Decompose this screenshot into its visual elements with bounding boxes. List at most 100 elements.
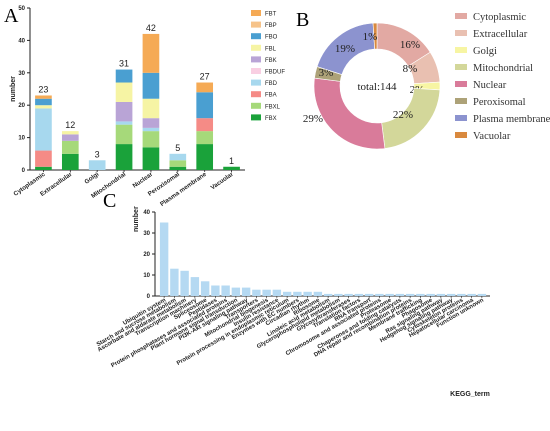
- bar-segment-fbl: [61, 131, 79, 135]
- legend-label: FBL: [265, 46, 277, 52]
- panel-b-letter: B: [296, 9, 309, 31]
- kegg-bar: [416, 293, 425, 296]
- pie-legend-swatch: [455, 98, 467, 104]
- bar-segment-fbd: [88, 160, 106, 170]
- kegg-bar: [303, 291, 312, 296]
- legend-swatch: [251, 21, 261, 28]
- bar-segment-fba: [196, 118, 214, 132]
- bar-segment-fbd: [169, 153, 187, 161]
- slice-percent-label: 8%: [403, 63, 418, 75]
- legend-swatch: [251, 91, 261, 98]
- kegg-bar: [375, 293, 384, 296]
- legend-swatch: [251, 114, 261, 121]
- pie-legend-label: Peroxisomal: [473, 97, 526, 108]
- y-tick-label: 20: [143, 252, 150, 258]
- bar-segment-fbxl: [61, 140, 79, 154]
- legend-label: FBK: [265, 58, 277, 64]
- bar-total-label: 27: [200, 72, 210, 82]
- bar-segment-fbx: [142, 147, 160, 170]
- kegg-bar: [180, 270, 189, 296]
- pie-legend-swatch: [455, 64, 467, 70]
- kegg-bar: [313, 291, 323, 296]
- slice-percent-label: 22%: [393, 109, 413, 121]
- pie-legend-label: Cytoplasmic: [473, 12, 526, 23]
- x-category-label: Golgi: [83, 171, 100, 186]
- legend-label: FBD: [265, 81, 278, 87]
- y-axis-title: number: [10, 76, 17, 102]
- legend-swatch: [251, 44, 261, 51]
- donut-center-label: total:144: [357, 81, 397, 93]
- pie-legend-label: Vacuolar: [473, 131, 511, 142]
- bar-total-label: 42: [146, 23, 156, 33]
- kegg-bar: [323, 293, 333, 296]
- legend-swatch: [251, 102, 261, 109]
- legend-swatch: [251, 33, 261, 40]
- bar-segment-fbxl: [115, 124, 133, 145]
- pie-legend-label: Golgi: [473, 46, 497, 57]
- pie-legend-label: Extracellular: [473, 29, 528, 40]
- x-category-label: Nuclear: [131, 171, 154, 190]
- kegg-bar: [426, 293, 435, 296]
- kegg-bar: [211, 285, 220, 296]
- pie-legend-swatch: [455, 30, 467, 36]
- y-tick-label: 10: [18, 136, 25, 142]
- panel-a-letter: A: [4, 5, 19, 27]
- bar-segment-fbl: [142, 98, 160, 119]
- bar-total-label: 12: [65, 120, 75, 130]
- bar-segment-fbk: [142, 118, 160, 128]
- y-tick-label: 50: [18, 6, 25, 12]
- x-axis-title: KEGG_term: [450, 391, 490, 398]
- pie-legend-swatch: [455, 115, 467, 121]
- bar-segment-fba: [35, 150, 52, 167]
- bar-segment-fbd: [115, 121, 133, 125]
- pie-legend-swatch: [455, 132, 467, 138]
- slice-percent-label: 16%: [400, 39, 420, 51]
- bar-segment-fbd: [35, 108, 52, 151]
- pie-legend-swatch: [455, 13, 467, 19]
- legend-label: FBO: [265, 35, 278, 41]
- y-tick-label: 40: [18, 38, 25, 44]
- bar-total-label: 3: [95, 149, 100, 159]
- kegg-bar: [395, 293, 405, 296]
- bar-segment-fbx: [115, 144, 133, 170]
- pie-legend-swatch: [455, 81, 467, 87]
- y-tick-label: 0: [147, 294, 151, 300]
- legend-swatch: [251, 79, 261, 86]
- y-tick-label: 10: [143, 273, 150, 279]
- kegg-bar: [385, 293, 394, 296]
- bar-total-label: 5: [175, 143, 180, 153]
- bar-segment-fbo: [196, 92, 214, 119]
- bar-segment-fbo: [115, 69, 133, 83]
- bar-total-label: 31: [119, 59, 129, 69]
- kegg-bar: [344, 293, 353, 296]
- kegg-bar: [159, 222, 169, 296]
- bar-segment-fbk: [61, 134, 79, 141]
- kegg-bar: [241, 287, 251, 296]
- legend-label: FBDUF: [265, 70, 285, 76]
- legend-label: FBX: [265, 116, 277, 122]
- bar-segment-fbx: [196, 144, 214, 170]
- bar-segment-fbo: [35, 98, 52, 106]
- bar-segment-fbt: [196, 82, 214, 93]
- kegg-bar: [282, 291, 292, 296]
- x-category-label: Plasma membrane: [159, 171, 208, 208]
- slice-percent-label: 1%: [363, 31, 378, 43]
- kegg-bar: [272, 289, 282, 296]
- panel-c-letter: C: [103, 190, 116, 212]
- bar-segment-fbl: [115, 82, 133, 102]
- kegg-bar: [354, 293, 364, 296]
- kegg-bar: [457, 293, 466, 296]
- bar-segment-fbo: [142, 72, 160, 99]
- bar-segment-fbxl: [196, 131, 214, 145]
- bar-segment-fbt: [35, 95, 52, 99]
- kegg-bar: [221, 285, 230, 296]
- y-tick-label: 40: [143, 210, 150, 216]
- pie-legend-label: Mitochondrial: [473, 63, 533, 74]
- kegg-bar: [477, 293, 487, 296]
- x-category-label: Vacuolar: [210, 171, 236, 192]
- bar-segment-fbt: [142, 33, 160, 73]
- legend-label: FBXL: [265, 104, 281, 110]
- y-tick-label: 0: [22, 168, 26, 174]
